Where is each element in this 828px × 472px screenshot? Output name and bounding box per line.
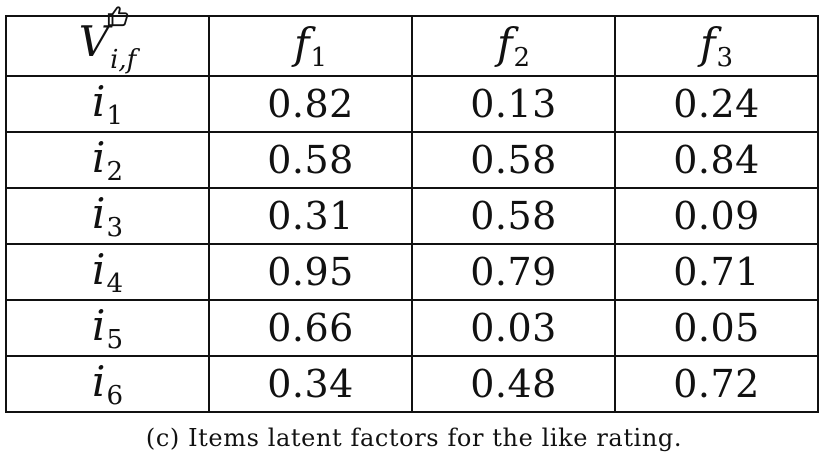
column-header-f3: f3	[614, 15, 819, 77]
row-subscript: 4	[106, 269, 123, 299]
value-cell: 0.79	[411, 243, 616, 301]
value-cell: 0.66	[208, 299, 413, 357]
row-symbol: i	[92, 245, 106, 294]
column-subscript: 3	[716, 43, 734, 73]
table-row: i6 0.34 0.48 0.72	[5, 355, 819, 413]
value-cell: 0.95	[208, 243, 413, 301]
value-cell: 0.72	[614, 355, 819, 413]
value-cell: 0.13	[411, 75, 616, 133]
corner-symbol: Vi,f	[78, 6, 137, 75]
row-symbol: i	[92, 77, 106, 126]
row-symbol: i	[92, 301, 106, 350]
value-cell: 0.82	[208, 75, 413, 133]
value-cell: 0.05	[614, 299, 819, 357]
row-subscript: 5	[106, 325, 123, 355]
table-row: i5 0.66 0.03 0.05	[5, 299, 819, 357]
column-header-f1: f1	[208, 15, 413, 77]
latent-factors-table: Vi,f f1 f2 f3 i1 0.82 0.13 0.24 i2 0.58 …	[5, 6, 819, 413]
value-cell: 0.03	[411, 299, 616, 357]
column-symbol: f	[496, 19, 513, 68]
column-symbol: f	[699, 19, 716, 68]
value-cell: 0.58	[208, 131, 413, 189]
row-subscript: 2	[106, 157, 123, 187]
row-subscript: 6	[106, 381, 123, 411]
table-row: i3 0.31 0.58 0.09	[5, 187, 819, 245]
column-symbol: f	[293, 19, 310, 68]
value-cell: 0.09	[614, 187, 819, 245]
row-header-i2: i2	[5, 131, 210, 189]
value-cell: 0.58	[411, 131, 616, 189]
table-caption: (c) Items latent factors for the like ra…	[145, 424, 683, 452]
column-subscript: 1	[310, 43, 328, 73]
corner-header-cell: Vi,f	[5, 6, 210, 77]
row-symbol: i	[92, 133, 106, 182]
value-cell: 0.58	[411, 187, 616, 245]
value-cell: 0.31	[208, 187, 413, 245]
table-row: i4 0.95 0.79 0.71	[5, 243, 819, 301]
value-cell: 0.84	[614, 131, 819, 189]
row-header-i5: i5	[5, 299, 210, 357]
value-cell: 0.71	[614, 243, 819, 301]
table-row: i2 0.58 0.58 0.84	[5, 131, 819, 189]
row-symbol: i	[92, 189, 106, 238]
column-header-f2: f2	[411, 15, 616, 77]
value-cell: 0.34	[208, 355, 413, 413]
corner-symbol-letter: V	[78, 17, 110, 66]
thumbs-up-icon	[107, 6, 128, 27]
table-row: i1 0.82 0.13 0.24	[5, 75, 819, 133]
row-subscript: 3	[106, 213, 123, 243]
row-header-i6: i6	[5, 355, 210, 413]
row-symbol: i	[92, 357, 106, 406]
row-header-i3: i3	[5, 187, 210, 245]
corner-subscript: i,f	[110, 45, 137, 75]
value-cell: 0.48	[411, 355, 616, 413]
row-header-i1: i1	[5, 75, 210, 133]
row-subscript: 1	[106, 101, 123, 131]
row-header-i4: i4	[5, 243, 210, 301]
header-row: Vi,f f1 f2 f3	[5, 6, 819, 77]
column-subscript: 2	[513, 43, 531, 73]
value-cell: 0.24	[614, 75, 819, 133]
